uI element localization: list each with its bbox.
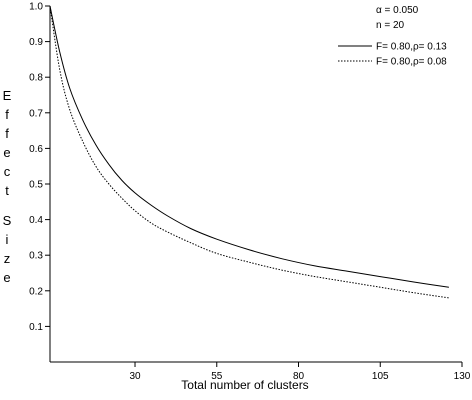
x-tick-label: 130 <box>454 371 471 382</box>
y-tick-label: 0.1 <box>29 322 43 333</box>
legend-label: F= 0.80,ρ= 0.08 <box>376 57 447 68</box>
x-tick-label: 80 <box>293 371 305 382</box>
x-tick-label: 55 <box>211 371 223 382</box>
y-axis-label-letter: i <box>6 232 9 247</box>
y-tick-label: 0.3 <box>29 251 43 262</box>
x-tick-label: 30 <box>129 371 141 382</box>
y-axis-label-letter: f <box>5 107 9 122</box>
y-tick-label: 0.4 <box>29 215 43 226</box>
y-axis-label-letter: z <box>4 251 11 266</box>
y-axis-label-letter: e <box>3 270 10 285</box>
x-ticks: 30 55 80 105 130 <box>129 362 471 382</box>
y-axis-label-letter: f <box>5 126 9 141</box>
legend: F= 0.80,ρ= 0.13 F= 0.80,ρ= 0.08 <box>338 42 447 68</box>
series-layer <box>49 5 449 299</box>
y-tick-label: 0.9 <box>29 37 43 48</box>
annotations: α = 0.050 n = 20 <box>376 5 419 31</box>
x-axis-label: Total number of clusters <box>181 378 308 392</box>
y-tick-label: 0.2 <box>29 286 43 297</box>
y-tick-label: 0.6 <box>29 144 43 155</box>
y-axis-label-letter: t <box>5 183 9 198</box>
y-axis-label-letter: c <box>4 164 11 179</box>
annotation-text: α = 0.050 <box>376 5 419 16</box>
y-tick-label: 0.5 <box>29 180 43 191</box>
y-tick-label: 0.7 <box>29 108 43 119</box>
annotation-text: n = 20 <box>376 20 405 31</box>
series-line-2 <box>49 5 449 299</box>
series-line-1 <box>49 5 449 288</box>
y-axis-label-letter: S <box>3 213 12 228</box>
y-axis-label-letter: E <box>3 88 12 103</box>
legend-label: F= 0.80,ρ= 0.13 <box>376 42 447 53</box>
x-tick-label: 105 <box>372 371 389 382</box>
y-ticks: 0.1 0.2 0.3 0.4 0.5 0.6 0.7 0.8 0.9 1.0 <box>29 2 50 333</box>
y-tick-label: 0.8 <box>29 73 43 84</box>
y-tick-label: 1.0 <box>29 2 43 13</box>
y-axis-label-letter: e <box>3 145 10 160</box>
